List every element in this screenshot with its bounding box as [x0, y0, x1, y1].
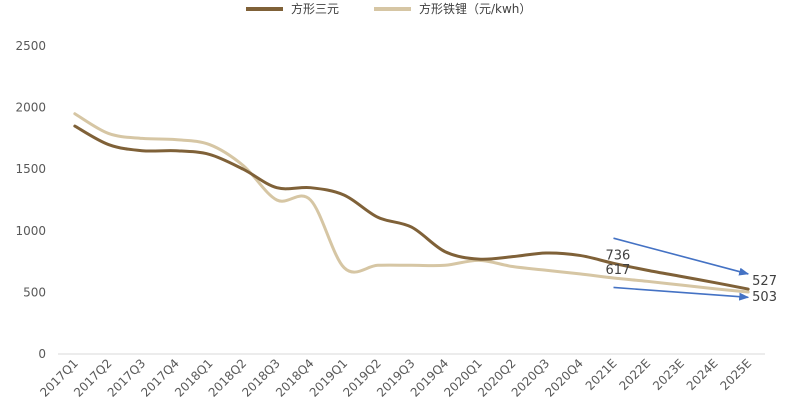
y-tick-label: 1000 — [15, 224, 46, 238]
legend-item-1: 方形铁锂（元/kwh） — [374, 1, 531, 16]
data-label-1: 617 — [606, 263, 631, 278]
y-tick-label: 1500 — [15, 162, 46, 176]
trend-arrows — [613, 237, 750, 301]
legend-item-0: 方形三元 — [246, 1, 339, 16]
x-axis-ticks: 2017Q12017Q22017Q32017Q42018Q12018Q22018… — [37, 356, 754, 400]
legend-label-0: 方形三元 — [291, 1, 339, 16]
x-tick-label: 2022E — [616, 356, 653, 393]
data-label-3: 503 — [752, 290, 777, 305]
legend-label-1: 方形铁锂（元/kwh） — [419, 1, 531, 16]
x-tick-label: 2023E — [650, 356, 687, 393]
legend: 方形三元 方形铁锂（元/kwh） — [246, 1, 531, 16]
series-line-1 — [73, 112, 750, 294]
y-axis-ticks: 0 500 1000 1500 2000 2500 — [15, 39, 46, 361]
y-tick-label: 2000 — [15, 101, 46, 115]
x-tick-label: 2024E — [684, 356, 721, 393]
x-tick-label: 2021E — [583, 356, 620, 393]
data-label-0: 736 — [606, 248, 631, 263]
y-tick-label: 2500 — [15, 39, 46, 53]
trend-arrow-1 — [613, 286, 750, 301]
y-tick-label: 0 — [38, 347, 46, 361]
data-label-2: 527 — [752, 274, 777, 289]
y-tick-label: 500 — [23, 285, 46, 299]
x-tick-label: 2025E — [717, 356, 754, 393]
trend-arrow-0 — [613, 237, 750, 276]
series-line-0 — [73, 124, 750, 291]
series-lines — [73, 112, 750, 294]
